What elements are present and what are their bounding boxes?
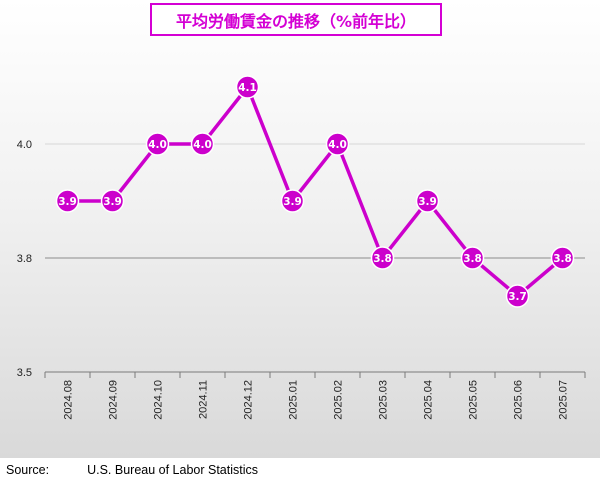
- y-tick-label: 3.5: [17, 367, 32, 379]
- x-tick-label: 2025.01: [288, 380, 300, 420]
- data-point: [505, 284, 530, 308]
- data-point: [415, 189, 440, 213]
- x-tick-label: 2025.07: [558, 380, 570, 420]
- series-line: [67, 85, 564, 298]
- x-tick-label: 2024.08: [63, 380, 75, 420]
- data-point: [325, 132, 350, 156]
- x-tick-label: 2024.12: [243, 380, 255, 420]
- data-point: [190, 132, 215, 156]
- data-point: [100, 189, 125, 213]
- data-label: 4.0: [148, 139, 167, 151]
- data-label: 4.0: [193, 139, 212, 151]
- data-label: 3.9: [103, 196, 122, 208]
- data-point: [280, 189, 305, 213]
- data-label: 4.1: [238, 82, 257, 94]
- x-tick-label: 2024.09: [108, 380, 120, 420]
- data-label: 3.8: [553, 253, 572, 265]
- data-point: [370, 246, 395, 270]
- line-chart: 3.5 3.8 4.0 2024.08 2024.09 2024.10 2024.11 202…: [17, 75, 586, 420]
- data-label: 3.9: [418, 196, 437, 208]
- source-label: Source:: [6, 463, 50, 477]
- data-label: 3.9: [283, 196, 302, 208]
- x-tick-label: 2025.02: [333, 380, 345, 420]
- x-tick-label: 2024.11: [198, 380, 210, 419]
- data-label: 3.8: [373, 253, 392, 265]
- x-tick-label: 2025.05: [468, 380, 480, 420]
- source-note: Source: U.S. Bureau of Labor Statistics: [6, 463, 258, 477]
- y-tick-label: 4.0: [17, 139, 32, 151]
- x-tick-label: 2024.10: [153, 380, 165, 420]
- source-name: U.S. Bureau of Labor Statistics: [87, 463, 259, 477]
- data-label: 3.7: [508, 291, 527, 303]
- x-tick-label: 2025.03: [378, 380, 390, 420]
- data-point: [460, 246, 485, 270]
- chart-frame: 平均労働賃金の推移（%前年比） 3.5 3.8 4.0 2024.08 2024.09 2…: [0, 0, 600, 458]
- data-point: [235, 75, 260, 99]
- data-label: 4.0: [328, 139, 347, 151]
- data-point: [550, 246, 575, 270]
- x-tick-label: 2025.06: [513, 380, 525, 420]
- data-point: [55, 189, 80, 213]
- y-tick-label: 3.8: [17, 253, 32, 265]
- chart-title: 平均労働賃金の推移（%前年比）: [150, 3, 442, 36]
- data-label: 3.8: [463, 253, 482, 265]
- data-point: [145, 132, 170, 156]
- data-label: 3.9: [58, 196, 77, 208]
- x-tick-label: 2025.04: [423, 380, 435, 420]
